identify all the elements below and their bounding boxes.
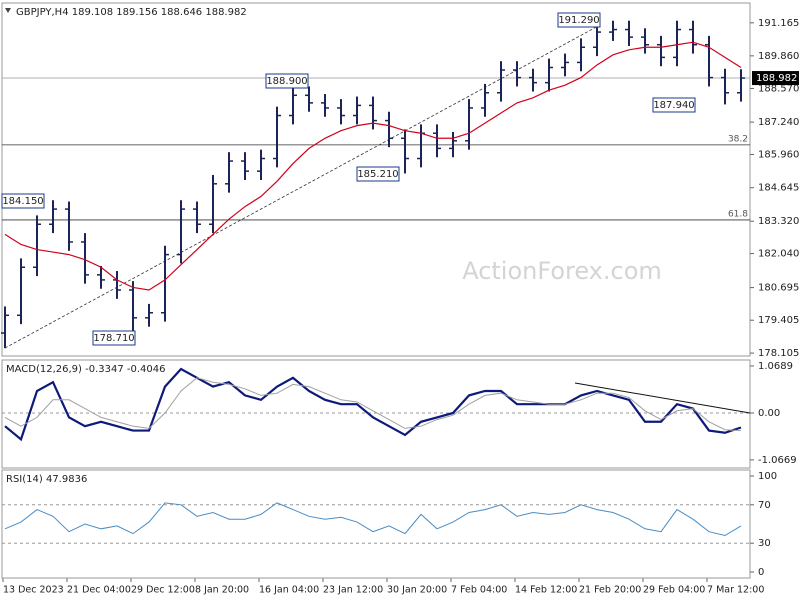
trendline (4, 24, 601, 349)
x-tick-label: 7 Feb 04:00 (451, 585, 507, 596)
y-tick-label: -1.0669 (758, 455, 797, 466)
y-tick-label: 183.320 (758, 216, 799, 227)
y-tick-label: 0 (758, 567, 764, 578)
symbol-icon (5, 8, 11, 13)
indicator-line (4, 377, 742, 432)
panel-frame (1, 2, 751, 357)
annotation-box (92, 330, 136, 346)
y-tick-label: 182.040 (758, 249, 799, 260)
x-tick-label: 7 Mar 12:00 (707, 585, 764, 596)
y-tick-label: 187.240 (758, 117, 799, 128)
last-price-box (752, 71, 799, 86)
annotation-label: 178.710 (93, 333, 134, 344)
indicator-line (4, 502, 742, 537)
macd-trendline (574, 382, 751, 414)
moving-average (4, 41, 742, 291)
x-tick-label: 29 Dec 12:00 (131, 585, 195, 596)
y-tick-label: 1.0689 (758, 361, 793, 372)
y-tick-label: 70 (758, 500, 771, 511)
annotation-box (265, 73, 309, 89)
annotation-label: 188.900 (266, 76, 307, 87)
last-price-label: 188.982 (756, 73, 797, 84)
x-tick-label: 29 Feb 04:00 (643, 585, 705, 596)
x-tick-label: 16 Jan 04:00 (259, 585, 319, 596)
x-tick-label: 8 Jan 20:00 (195, 585, 249, 596)
panel-title: GBPJPY,H4 189.108 189.156 188.646 188.98… (16, 7, 247, 18)
y-tick-label: 185.960 (758, 149, 799, 160)
x-tick-label: 21 Dec 04:00 (67, 585, 131, 596)
y-tick-label: 0.00 (758, 408, 780, 419)
panel-title: RSI(14) 47.9836 (6, 474, 87, 485)
y-tick-label: 178.105 (758, 348, 799, 359)
y-tick-label: 188.570 (758, 83, 799, 94)
annotation-box (356, 166, 400, 182)
annotation-label: 185.210 (357, 169, 398, 180)
x-tick-label: 23 Jan 12:00 (323, 585, 383, 596)
y-tick-label: 184.645 (758, 183, 799, 194)
fib-level-label: 38.2 (728, 134, 748, 144)
annotation-label: 191.290 (558, 15, 599, 26)
annotation-box (1, 193, 45, 209)
panel-frame (1, 469, 751, 579)
annotation-label: 184.150 (2, 196, 43, 207)
y-tick-label: 180.695 (758, 283, 799, 294)
annotation-box (557, 12, 601, 28)
x-tick-label: 13 Dec 2023 (3, 585, 64, 596)
panel-frame (1, 359, 751, 469)
x-tick-label: 14 Feb 12:00 (515, 585, 577, 596)
watermark: ActionForex.com (462, 257, 662, 285)
y-tick-label: 191.165 (758, 18, 799, 29)
y-tick-label: 30 (758, 538, 771, 549)
indicator-line (4, 367, 742, 442)
y-tick-label: 100 (758, 471, 777, 482)
annotation-label: 187.940 (653, 100, 694, 111)
x-tick-label: 30 Jan 20:00 (387, 585, 447, 596)
y-tick-label: 189.860 (758, 51, 799, 62)
x-tick-label: 21 Feb 20:00 (579, 585, 641, 596)
y-tick-label: 179.405 (758, 315, 799, 326)
panel-title: MACD(12,26,9) -0.3347 -0.4046 (6, 364, 166, 375)
annotation-box (652, 97, 696, 113)
fib-level-label: 61.8 (728, 209, 748, 219)
